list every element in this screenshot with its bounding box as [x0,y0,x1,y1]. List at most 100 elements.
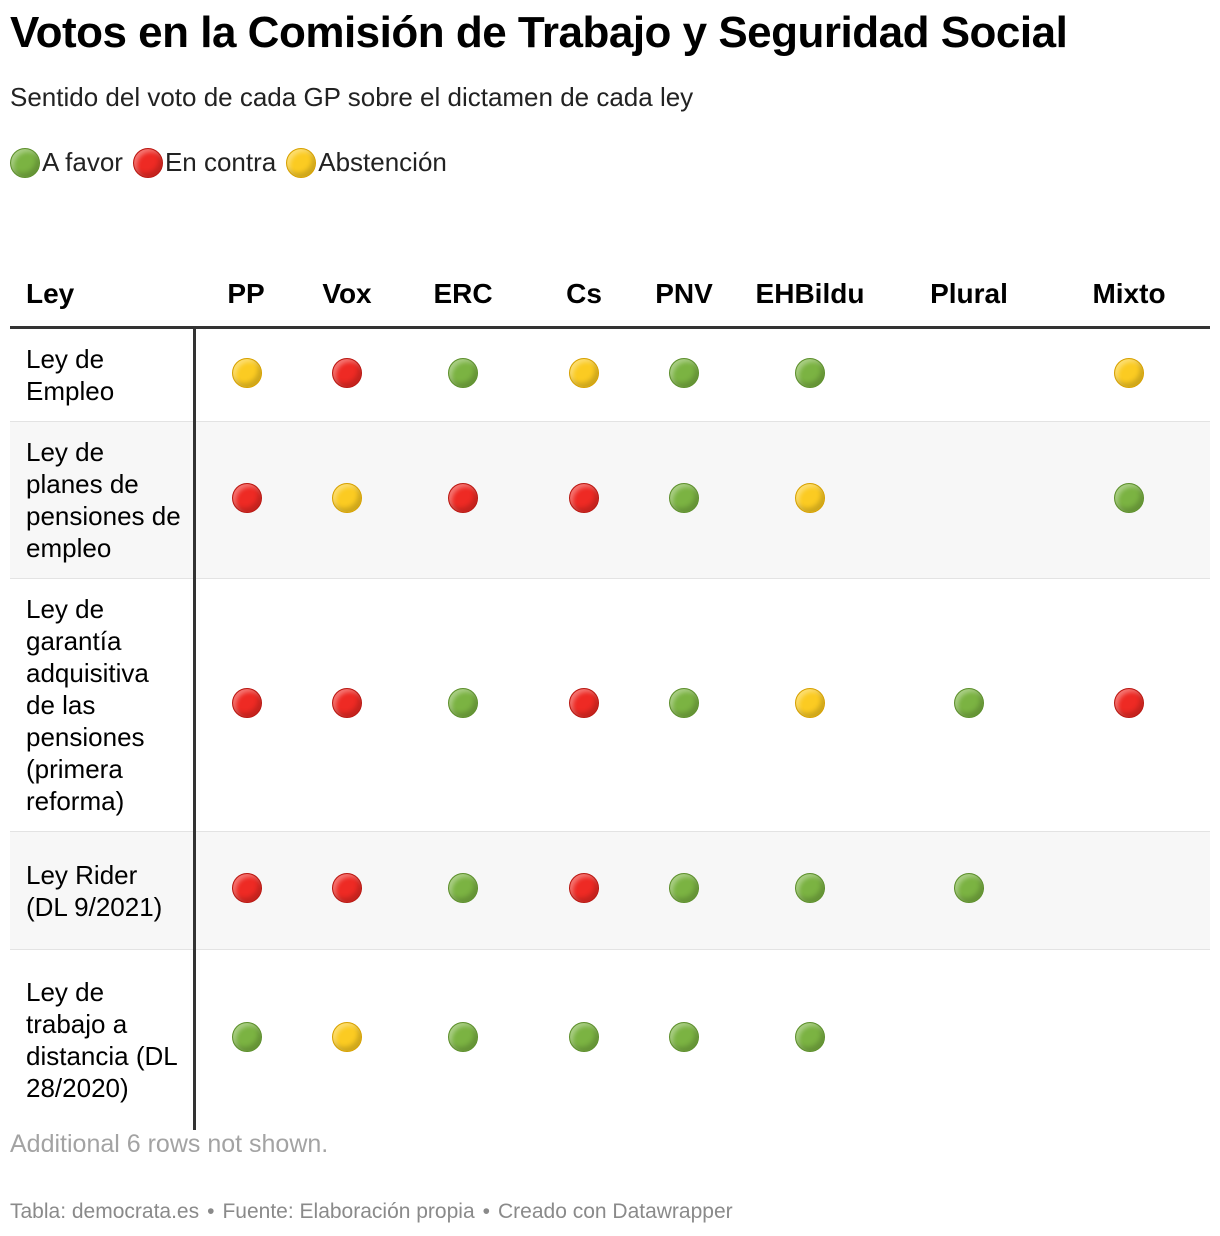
green-circle-icon [669,357,699,388]
green-circle-icon [448,357,478,388]
vote-cell [194,831,298,950]
legend-label-abstencion: Abstención [318,147,447,177]
green-circle-icon [954,687,984,718]
vote-cell [890,327,1048,422]
column-header[interactable]: Mixto [1048,262,1210,329]
footer-tabla: Tabla: democrata.es [10,1200,200,1223]
vote-cell [194,950,298,1130]
header-row: Ley PP Vox ERC Cs PNV EHBildu Plural Mix… [10,262,1210,329]
green-circle-icon [10,147,40,178]
red-circle-icon [448,482,478,513]
column-header[interactable]: Plural [890,262,1048,329]
red-circle-icon [231,687,262,718]
vote-cell [890,421,1048,579]
vote-cell [396,831,530,950]
yellow-circle-icon [332,482,362,513]
column-header[interactable]: Vox [298,262,396,329]
column-header[interactable]: PP [194,262,298,329]
vote-cell [730,327,890,422]
table-row: Ley Rider (DL 9/2021) [10,831,1210,950]
vote-cell [890,950,1048,1130]
green-circle-icon [669,1022,699,1053]
vote-cell [1048,831,1210,950]
votes-table: Ley PP Vox ERC Cs PNV EHBildu Plural Mix… [10,262,1210,1130]
vote-cell [638,421,730,579]
table-row: Ley de trabajo a distancia (DL 28/2020) [10,949,1210,1130]
vote-cell [1048,421,1210,579]
red-circle-icon [1114,687,1144,718]
vote-cell [396,421,530,579]
green-circle-icon [231,1022,262,1053]
vote-cell [194,327,298,422]
vote-cell [530,950,638,1130]
vote-cell [638,950,730,1130]
law-name-cell: Ley de planes de pensiones de empleo [10,421,196,579]
footer: Tabla: democrata.es • Fuente: Elaboració… [10,1200,733,1224]
vote-cell [730,578,890,832]
vote-cell [890,578,1048,832]
vote-cell [396,950,530,1130]
chart-subtitle: Sentido del voto de cada GP sobre el dic… [10,82,694,112]
vote-cell [530,578,638,832]
green-circle-icon [795,357,825,388]
vote-cell [1048,578,1210,832]
red-circle-icon [569,482,599,513]
vote-cell [638,327,730,422]
red-circle-icon [231,482,262,513]
vote-cell [194,421,298,579]
legend-item-favor: A favor [10,147,123,178]
vote-cell [298,421,396,579]
yellow-circle-icon [795,482,825,513]
yellow-circle-icon [231,357,262,388]
table-row: Ley de planes de pensiones de empleo [10,421,1210,579]
footer-separator: • [207,1200,215,1223]
vote-cell [730,950,890,1130]
vote-cell [638,831,730,950]
vote-cell [298,831,396,950]
legend: A favor En contra Abstención [10,147,457,178]
vote-cell [890,831,1048,950]
column-header[interactable]: Ley [10,262,194,329]
vote-cell [530,831,638,950]
vote-cell [1048,327,1210,422]
red-circle-icon [231,873,262,903]
yellow-circle-icon [286,147,317,178]
table-row: Ley de Empleo [10,327,1210,422]
vote-cell [730,421,890,579]
law-name-cell: Ley Rider (DL 9/2021) [10,831,196,950]
red-circle-icon [332,357,362,388]
legend-item-contra: En contra [132,147,277,178]
green-circle-icon [1114,482,1144,513]
vote-cell [298,950,396,1130]
column-header[interactable]: ERC [396,262,530,329]
yellow-circle-icon [569,357,599,388]
legend-label-contra: En contra [164,147,277,177]
yellow-circle-icon [795,687,825,718]
column-header[interactable]: PNV [638,262,730,329]
vote-cell [530,327,638,422]
table-body: Ley de Empleo Ley de planes de pensiones … [10,327,1210,1130]
vote-cell [638,578,730,832]
column-header[interactable]: Cs [530,262,638,329]
column-header[interactable]: EHBildu [730,262,890,329]
vote-cell [1048,950,1210,1130]
vote-cell [298,327,396,422]
green-circle-icon [795,1022,825,1053]
footer-creado: Creado con Datawrapper [498,1200,733,1223]
green-circle-icon [669,873,699,903]
green-circle-icon [448,687,478,718]
law-name-cell: Ley de trabajo a distancia (DL 28/2020) [10,949,196,1130]
vote-cell [530,421,638,579]
vote-cell [396,327,530,422]
law-name-cell: Ley de garantía adquisitiva de las pensi… [10,578,196,832]
yellow-circle-icon [1114,357,1144,388]
red-circle-icon [569,687,599,718]
legend-item-abstencion: Abstención [286,147,447,178]
table-row: Ley de garantía adquisitiva de las pensi… [10,578,1210,832]
red-circle-icon [132,147,163,178]
red-circle-icon [332,687,362,718]
red-circle-icon [332,873,362,903]
legend-label-favor: A favor [42,147,123,177]
footer-fuente: Fuente: Elaboración propia [222,1200,475,1223]
green-circle-icon [795,873,825,903]
